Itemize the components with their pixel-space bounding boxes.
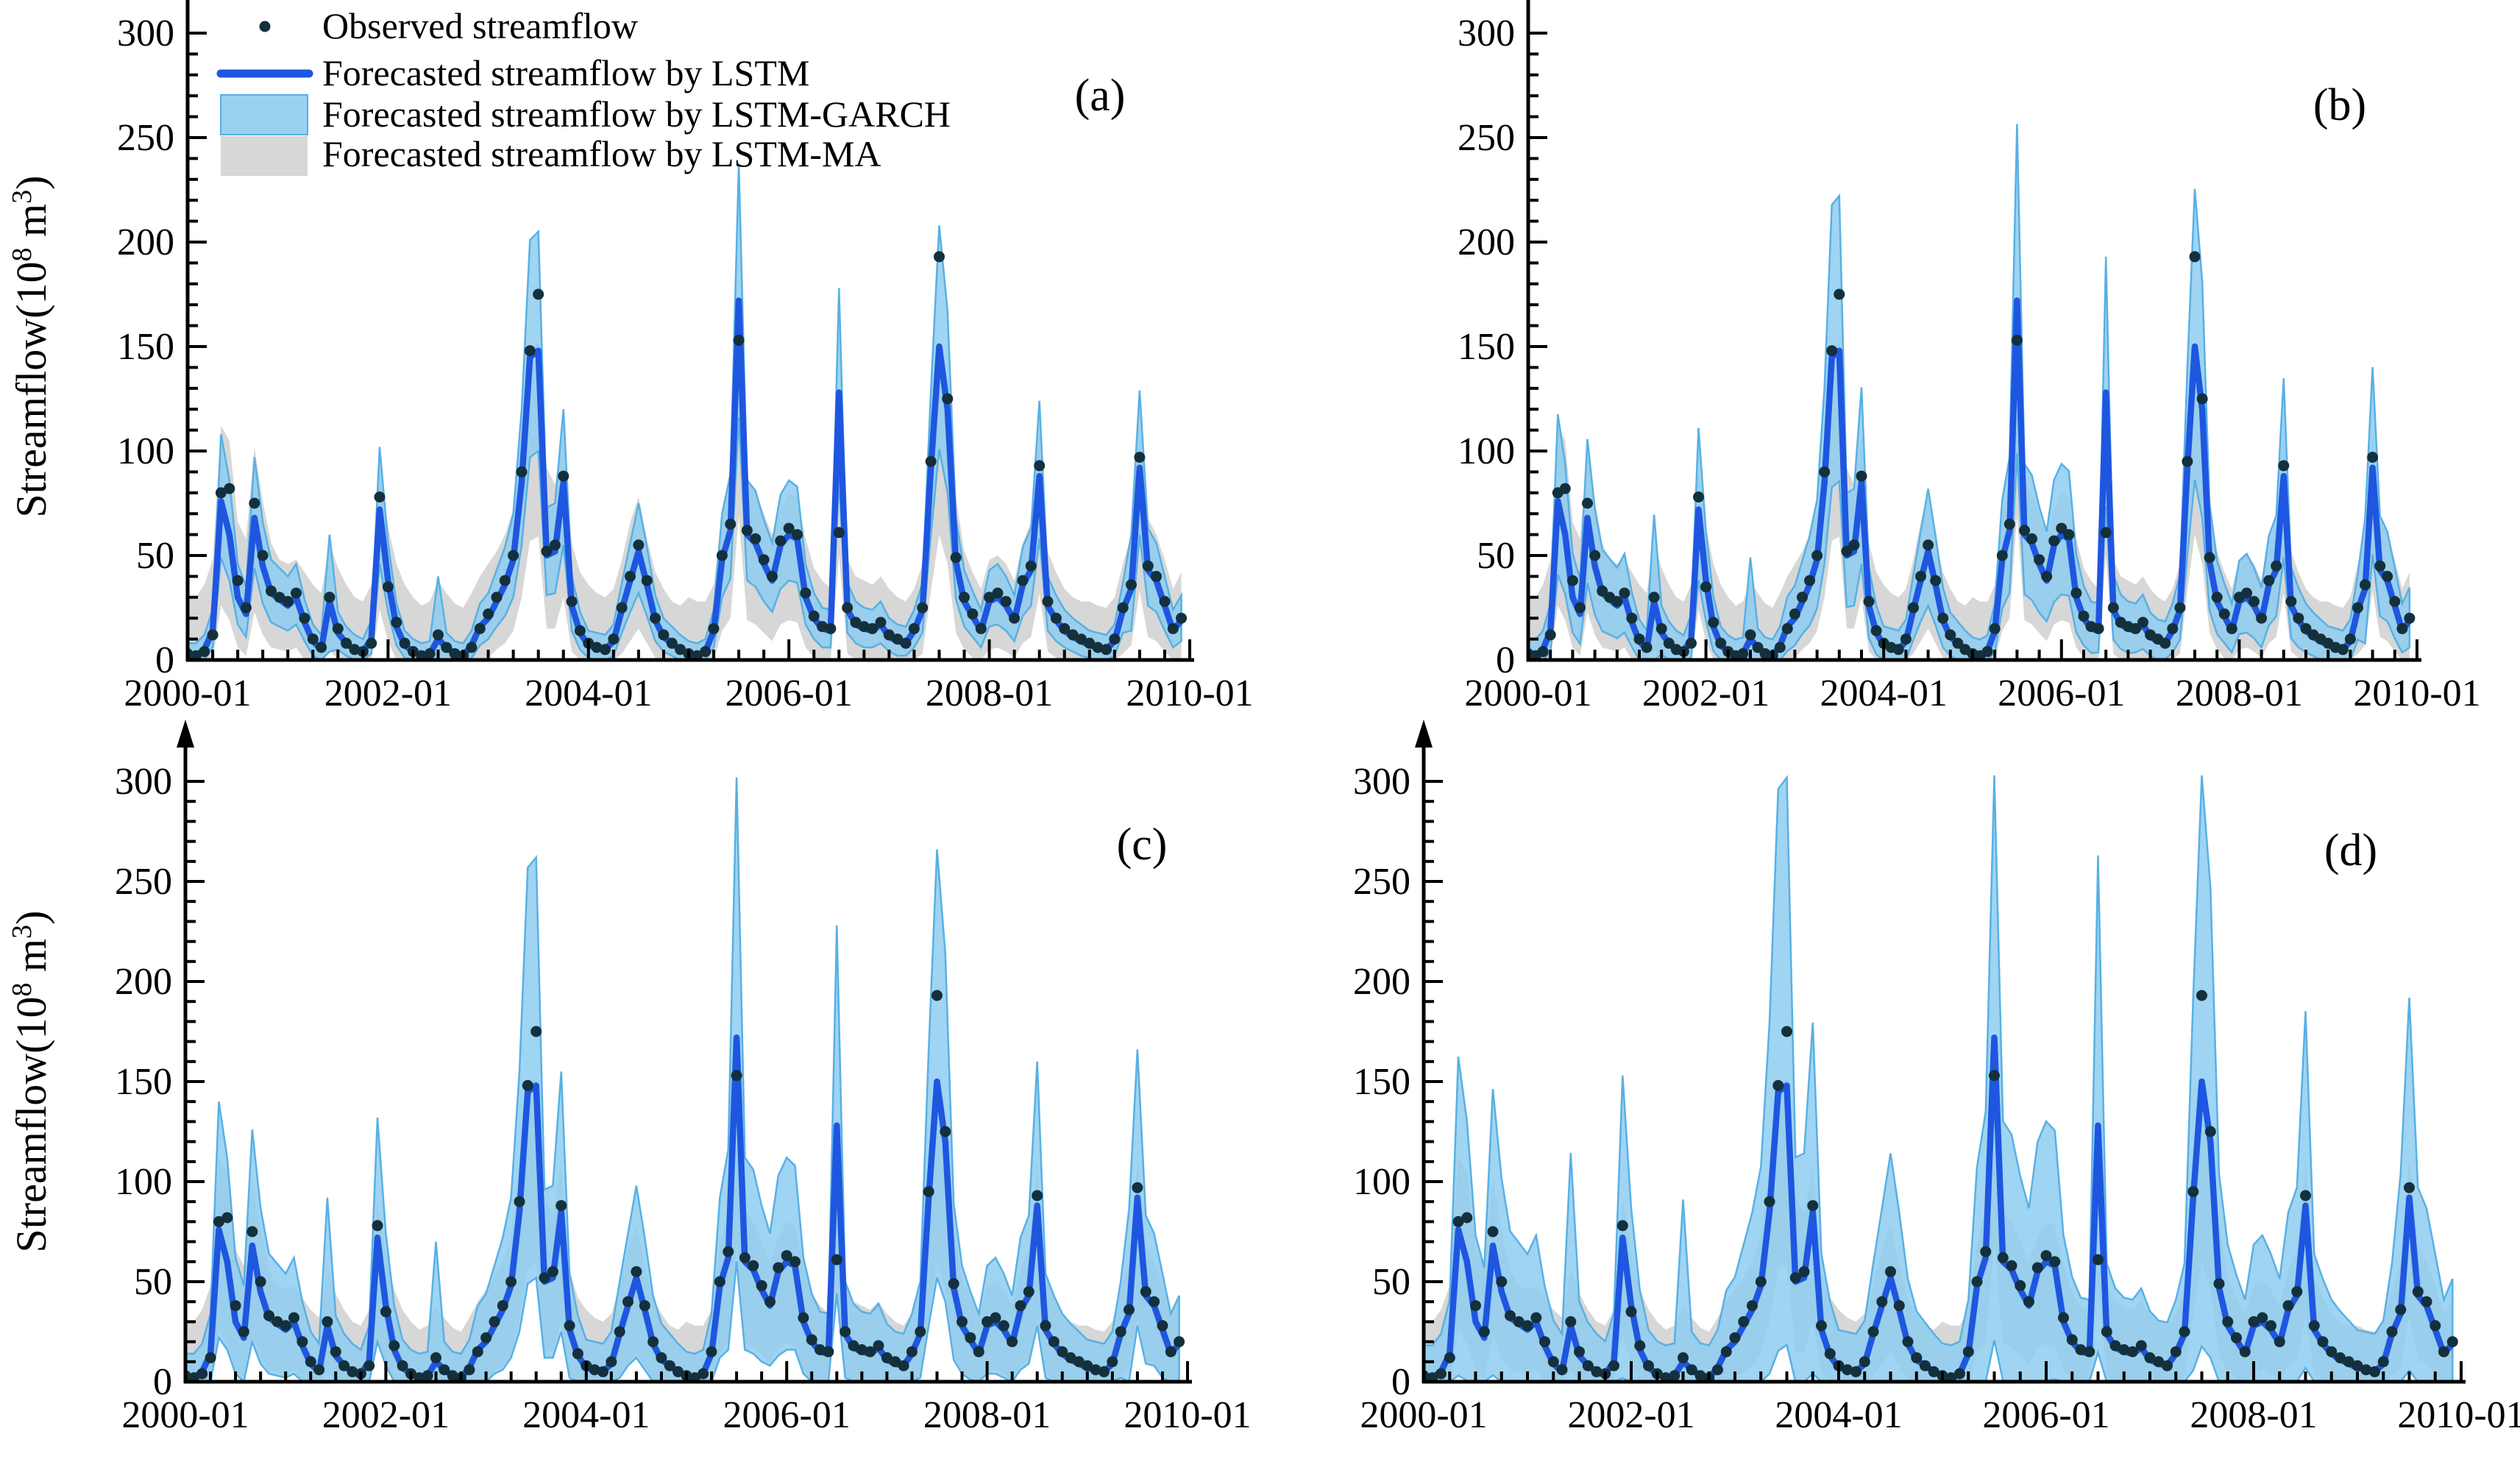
x-tick-label: 2002-01 <box>1567 1394 1694 1436</box>
panel-label-d: (d) <box>2324 826 2377 876</box>
observed-dots <box>189 251 1188 660</box>
observed-dots <box>187 990 1185 1381</box>
x-tick-label: 2000-01 <box>1360 1394 1487 1436</box>
panel-b: 0 50 100 150 200 250 300 2000-01 2002-01 2004-01 2… <box>1458 0 2481 714</box>
panel-label-c: (c) <box>1117 820 1168 870</box>
legend-label-lstm: Forecasted streamflow by LSTM <box>322 52 809 93</box>
y-tick-label: 250 <box>117 117 174 159</box>
x-tick-label: 2010-01 <box>2397 1394 2520 1436</box>
panel-a: 0 50 100 150 200 250 300 2000-01 2002-01 2004-01 2… <box>7 0 1254 714</box>
y-tick-label: 100 <box>1353 1161 1410 1203</box>
y-tick-label: 200 <box>117 221 174 263</box>
y-tick-label: 250 <box>1353 861 1410 903</box>
x-tick-label: 2008-01 <box>2176 672 2303 714</box>
x-tick-label: 2004-01 <box>522 1394 650 1436</box>
garch-uncertainty-band <box>1425 775 2454 1381</box>
legend-ma-band-icon <box>221 136 308 176</box>
y-tick-label: 150 <box>115 1061 172 1103</box>
x-tick-label: 2000-01 <box>1464 672 1591 714</box>
y-tick-label: 200 <box>115 961 172 1003</box>
x-tick-label: 2008-01 <box>926 672 1053 714</box>
panel-b-series <box>1530 124 2416 660</box>
panel-d-series <box>1425 775 2458 1381</box>
x-tick-label: 2010-01 <box>1126 672 1253 714</box>
x-tick-label: 2004-01 <box>1775 1394 1902 1436</box>
legend-label-ma: Forecasted streamflow by LSTM-MA <box>322 133 881 174</box>
x-tick-label: 2000-01 <box>121 1394 249 1436</box>
y-tick-label: 50 <box>1372 1261 1410 1303</box>
y-tick-label: 50 <box>1477 535 1515 577</box>
y-tick-label: 100 <box>1458 430 1515 472</box>
panel-d: 0 50 100 150 200 250 300 2000-01 2002-01 2004-01 2… <box>1353 720 2520 1436</box>
panel-label-b: (b) <box>2313 80 2366 130</box>
x-tick-label: 2002-01 <box>324 672 452 714</box>
garch-uncertainty-band <box>1530 124 2411 660</box>
y-tick-label: 150 <box>1458 326 1515 368</box>
y-tick-label: 300 <box>1458 13 1515 54</box>
panel-label-a: (a) <box>1075 71 1126 121</box>
legend: Observed streamflow Forecasted streamflow… <box>216 5 951 176</box>
y-axis-title: Streamflow(108 m3) <box>7 176 55 518</box>
x-tick-label: 2004-01 <box>1820 672 1948 714</box>
garch-uncertainty-band <box>187 777 1180 1381</box>
x-tick-label: 2006-01 <box>723 1394 851 1436</box>
x-tick-label: 2006-01 <box>725 672 853 714</box>
x-tick-label: 2008-01 <box>923 1394 1051 1436</box>
legend-label-garch: Forecasted streamflow by LSTM-GARCH <box>322 93 951 135</box>
x-tick-label: 2006-01 <box>1998 672 2125 714</box>
legend-garch-band-icon <box>220 94 308 135</box>
y-tick-label: 300 <box>1353 761 1410 803</box>
y-tick-label: 300 <box>115 761 172 803</box>
y-axis-title: Streamflow(108 m3) <box>7 911 55 1253</box>
y-tick-label: 50 <box>134 1261 172 1303</box>
panel-a-series <box>189 164 1188 660</box>
x-tick-label: 2010-01 <box>2353 672 2480 714</box>
y-tick-label: 150 <box>1353 1061 1410 1103</box>
x-tick-label: 2008-01 <box>2190 1394 2317 1436</box>
x-tick-label: 2000-01 <box>124 672 251 714</box>
y-axis-arrow-icon <box>1415 720 1433 748</box>
y-tick-label: 100 <box>115 1161 172 1203</box>
y-tick-label: 100 <box>117 430 174 472</box>
x-tick-label: 2002-01 <box>322 1394 450 1436</box>
garch-uncertainty-band <box>189 164 1182 660</box>
panel-c: 0 50 100 150 200 250 300 2000-01 2002-01 2004-01 2… <box>7 720 1252 1436</box>
y-tick-label: 150 <box>117 326 174 368</box>
x-tick-label: 2010-01 <box>1124 1394 1251 1436</box>
y-tick-label: 200 <box>1458 221 1515 263</box>
legend-observed-dot-icon <box>259 21 271 32</box>
y-tick-label: 250 <box>115 861 172 903</box>
x-tick-label: 2004-01 <box>525 672 652 714</box>
legend-label-observed: Observed streamflow <box>322 5 638 46</box>
y-tick-label: 200 <box>1353 961 1410 1003</box>
panel-c-series <box>187 777 1185 1381</box>
y-tick-label: 250 <box>1458 117 1515 159</box>
y-axis-arrow-icon <box>177 720 194 748</box>
x-tick-label: 2002-01 <box>1642 672 1770 714</box>
y-tick-label: 0 <box>1496 639 1515 681</box>
observed-dots <box>1425 990 2458 1381</box>
axes-d: 0 50 100 150 200 250 300 2000-01 2002-01 2004-01 2… <box>1353 720 2520 1436</box>
y-tick-label: 0 <box>153 1361 172 1403</box>
y-tick-label: 0 <box>1391 1361 1410 1403</box>
y-tick-label: 50 <box>136 535 174 577</box>
axes-b: 0 50 100 150 200 250 300 2000-01 2002-01 2004-01 2… <box>1458 0 2481 714</box>
y-tick-label: 0 <box>155 639 174 681</box>
x-tick-label: 2006-01 <box>1982 1394 2109 1436</box>
y-tick-label: 300 <box>117 13 174 54</box>
